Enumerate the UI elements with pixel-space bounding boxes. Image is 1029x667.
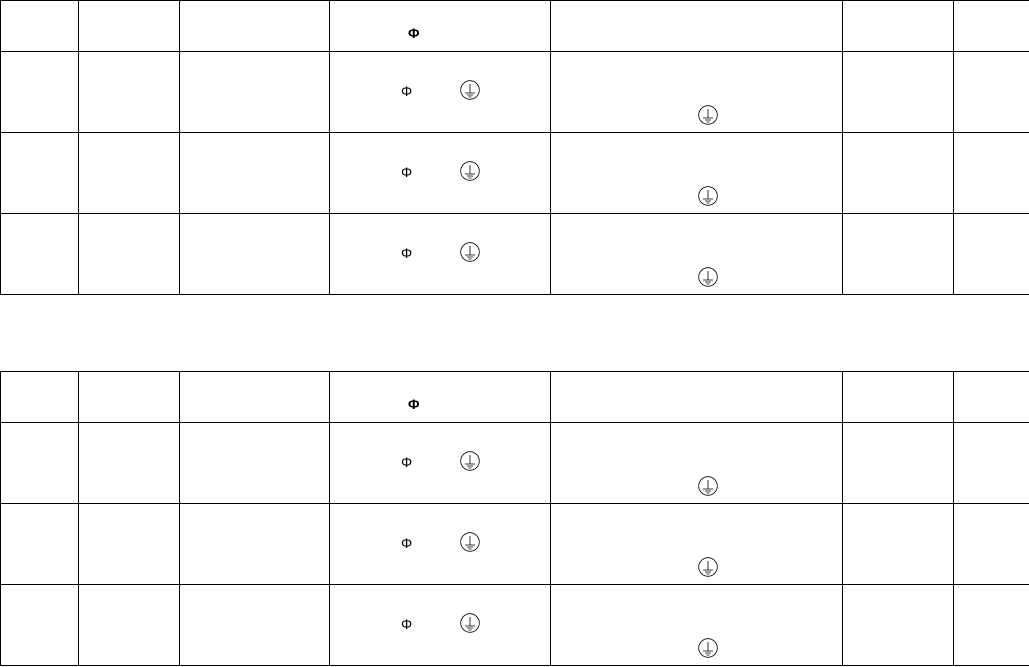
ground-icon <box>460 242 480 262</box>
ground-icon <box>698 557 718 577</box>
ground-icon <box>460 80 480 100</box>
table-row: Φ <box>0 584 1029 666</box>
table-row: Φ <box>0 503 1029 585</box>
ground-icon <box>460 532 480 552</box>
table-row: Φ <box>0 132 1029 214</box>
ground-icon <box>698 638 718 658</box>
ground-icon <box>698 186 718 206</box>
phase-symbol: Φ <box>408 396 420 412</box>
phase-symbol: Φ <box>401 535 413 551</box>
ground-icon <box>698 267 718 287</box>
ground-icon <box>698 105 718 125</box>
ground-icon <box>460 161 480 181</box>
ground-icon <box>460 451 480 471</box>
phase-symbol: Φ <box>401 83 413 99</box>
header-row: Φ <box>0 0 1029 52</box>
phase-symbol: Φ <box>401 164 413 180</box>
table-1: Φ Φ Φ Φ <box>0 0 1029 295</box>
table-row: Φ <box>0 51 1029 133</box>
phase-symbol: Φ <box>401 245 413 261</box>
phase-symbol: Φ <box>401 616 413 632</box>
ground-icon <box>460 613 480 633</box>
table-row: Φ <box>0 213 1029 295</box>
table-row: Φ <box>0 422 1029 504</box>
header-row: Φ <box>0 371 1029 423</box>
ground-icon <box>698 476 718 496</box>
table-2: Φ Φ Φ Φ <box>0 371 1029 666</box>
phase-symbol: Φ <box>401 454 413 470</box>
phase-symbol: Φ <box>408 25 420 41</box>
